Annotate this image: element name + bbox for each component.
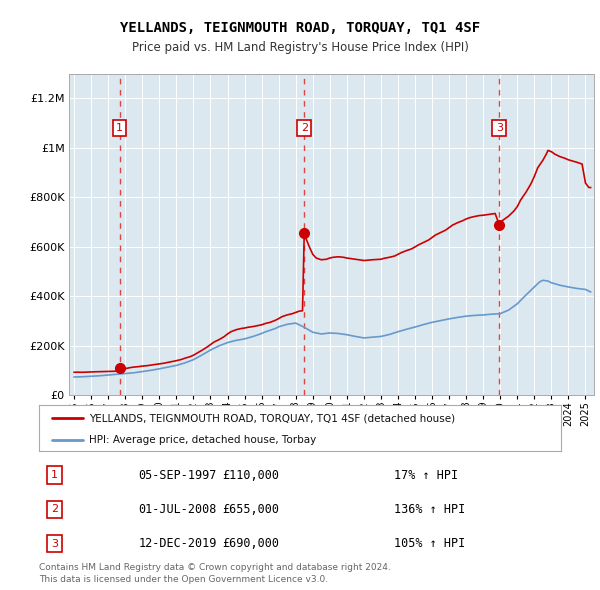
Text: 12-DEC-2019: 12-DEC-2019 <box>138 537 217 550</box>
Text: Price paid vs. HM Land Registry's House Price Index (HPI): Price paid vs. HM Land Registry's House … <box>131 41 469 54</box>
Text: 136% ↑ HPI: 136% ↑ HPI <box>394 503 465 516</box>
Text: 01-JUL-2008: 01-JUL-2008 <box>138 503 217 516</box>
Text: 2: 2 <box>51 504 58 514</box>
Text: YELLANDS, TEIGNMOUTH ROAD, TORQUAY, TQ1 4SF (detached house): YELLANDS, TEIGNMOUTH ROAD, TORQUAY, TQ1 … <box>89 413 455 423</box>
Text: £690,000: £690,000 <box>222 537 279 550</box>
Text: £110,000: £110,000 <box>222 469 279 482</box>
Text: 1: 1 <box>51 470 58 480</box>
Text: YELLANDS, TEIGNMOUTH ROAD, TORQUAY, TQ1 4SF: YELLANDS, TEIGNMOUTH ROAD, TORQUAY, TQ1 … <box>120 21 480 35</box>
Text: £655,000: £655,000 <box>222 503 279 516</box>
Text: Contains HM Land Registry data © Crown copyright and database right 2024.
This d: Contains HM Land Registry data © Crown c… <box>39 563 391 584</box>
Text: 1: 1 <box>116 123 123 133</box>
Text: 3: 3 <box>51 539 58 549</box>
Text: 05-SEP-1997: 05-SEP-1997 <box>138 469 217 482</box>
Text: 105% ↑ HPI: 105% ↑ HPI <box>394 537 465 550</box>
Text: HPI: Average price, detached house, Torbay: HPI: Average price, detached house, Torb… <box>89 435 316 445</box>
Text: 2: 2 <box>301 123 308 133</box>
Text: 3: 3 <box>496 123 503 133</box>
Text: 17% ↑ HPI: 17% ↑ HPI <box>394 469 458 482</box>
